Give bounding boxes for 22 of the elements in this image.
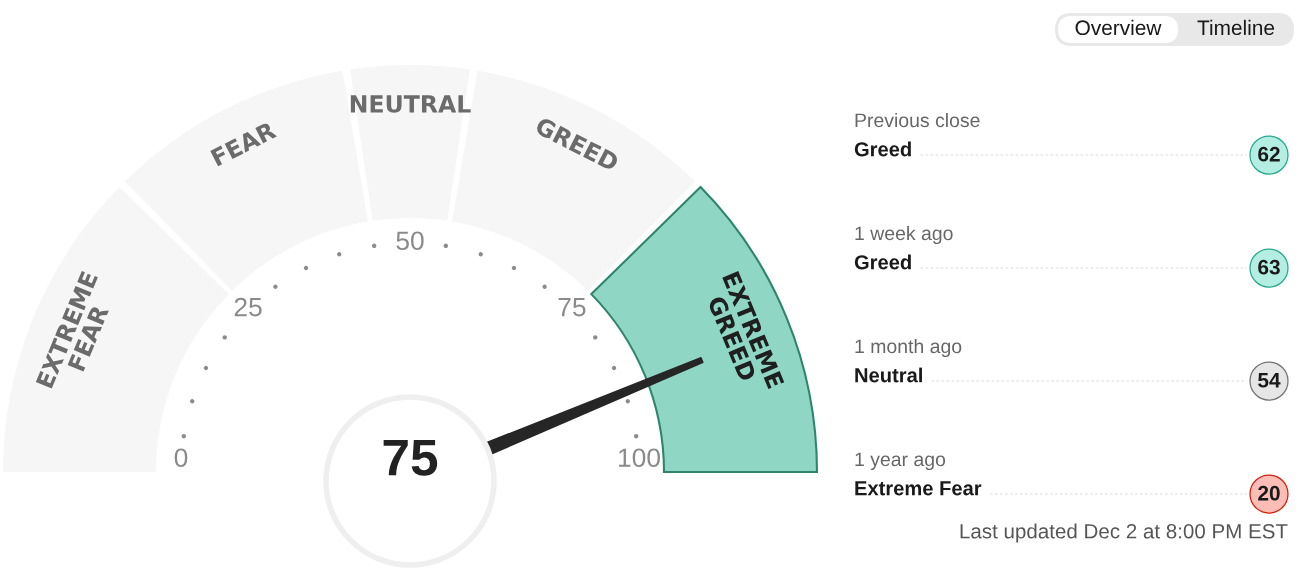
data-label: 63 [1258, 259, 1280, 275]
slice-label: NEUTRAL [350, 95, 471, 113]
text: 75 [558, 297, 586, 317]
text: Overview [1075, 19, 1162, 36]
text: Extreme Fear [855, 481, 982, 496]
text: Greed [854, 141, 911, 157]
category-label: 1 month ago [855, 338, 962, 358]
category-label: 1 week ago [855, 225, 953, 245]
text: 25 [234, 297, 262, 317]
data-label: 54 [1258, 373, 1281, 388]
data-label: 62 [1258, 146, 1280, 162]
text: 75 [383, 439, 438, 476]
text: Last updated Dec 2 at 8:00 PM EST [960, 523, 1288, 543]
text: 0 [174, 448, 188, 468]
text: Greed [854, 254, 911, 270]
text: Timeline [1197, 19, 1275, 36]
category-label: Previous close [855, 112, 980, 128]
text: 100 [619, 448, 660, 468]
data-label: 20 [1258, 485, 1280, 501]
text: 50 [396, 231, 424, 251]
category-label: 1 year ago [855, 452, 946, 471]
text: Neutral [855, 367, 922, 383]
